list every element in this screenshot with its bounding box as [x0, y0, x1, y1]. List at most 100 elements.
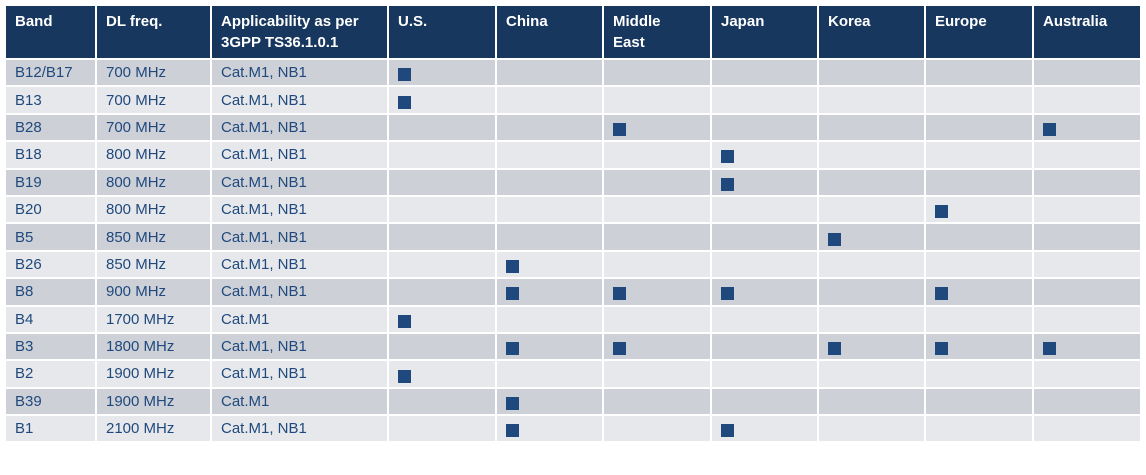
band-row: B19 800 MHz Cat.M1, NB1 [4, 167, 1142, 197]
region-cell [495, 140, 604, 170]
band-cell: B3 [4, 331, 97, 362]
region-cell [710, 304, 819, 334]
region-cell [387, 277, 497, 307]
region-cell [1032, 386, 1142, 417]
region-cell [387, 304, 497, 334]
band-cell: B1 [4, 414, 97, 444]
freq-cell: 850 MHz [95, 249, 212, 280]
freq-cell: 1900 MHz [95, 359, 212, 389]
region-cell [710, 112, 819, 143]
band-table: Band DL freq. Applicability as per 3GPP TS… [4, 4, 1142, 444]
availability-marker [935, 287, 948, 301]
availability-marker [828, 342, 841, 356]
band-cell: B12/B17 [4, 57, 97, 88]
applicability-cell: Cat.M1, NB1 [210, 85, 389, 115]
region-cell [1032, 57, 1142, 88]
column-header: Japan [710, 4, 819, 60]
band-cell: B2 [4, 359, 97, 389]
region-cell [602, 414, 712, 444]
region-cell [817, 112, 926, 143]
header-text: Japan [721, 13, 765, 30]
band-cell: B18 [4, 140, 97, 170]
region-cell [1032, 194, 1142, 225]
region-cell [924, 331, 1034, 362]
region-cell [1032, 222, 1142, 252]
region-cell [387, 57, 497, 88]
band-cell: B28 [4, 112, 97, 143]
region-cell [495, 57, 604, 88]
region-cell [710, 140, 819, 170]
region-cell [924, 414, 1034, 444]
freq-cell: 900 MHz [95, 277, 212, 307]
header-text: U.S. [398, 13, 428, 30]
availability-marker [506, 342, 519, 356]
freq-cell: 2100 MHz [95, 414, 212, 444]
applicability-cell: Cat.M1, NB1 [210, 331, 389, 362]
region-cell [1032, 140, 1142, 170]
band-cell: B26 [4, 249, 97, 280]
region-cell [924, 222, 1034, 252]
region-cell [817, 222, 926, 252]
region-cell [710, 359, 819, 389]
freq-cell: 700 MHz [95, 112, 212, 143]
region-cell [602, 386, 712, 417]
region-cell [387, 331, 497, 362]
region-cell [817, 167, 926, 197]
column-header: Applicability as per 3GPP TS36.1.0.1 [210, 4, 389, 60]
availability-marker [613, 122, 626, 136]
availability-marker [721, 424, 734, 438]
availability-marker [721, 177, 734, 191]
column-header: Europe [924, 4, 1034, 60]
region-cell [924, 386, 1034, 417]
band-cell: B19 [4, 167, 97, 197]
header-text: Australia [1043, 13, 1108, 30]
region-cell [817, 194, 926, 225]
availability-marker [613, 342, 626, 356]
header-text: Applicability as per 3GPP TS36.1.0.1 [221, 13, 359, 51]
region-cell [924, 85, 1034, 115]
availability-marker [506, 396, 519, 410]
applicability-cell: Cat.M1, NB1 [210, 222, 389, 252]
region-cell [387, 249, 497, 280]
region-cell [924, 112, 1034, 143]
region-cell [924, 359, 1034, 389]
freq-cell: 700 MHz [95, 85, 212, 115]
band-row: B3 1800 MHz Cat.M1, NB1 [4, 331, 1142, 362]
region-cell [710, 331, 819, 362]
region-cell [924, 304, 1034, 334]
band-row: B18 800 MHz Cat.M1, NB1 [4, 140, 1142, 170]
header-text: China [506, 13, 548, 30]
band-row: B5 850 MHz Cat.M1, NB1 [4, 222, 1142, 252]
region-cell [1032, 277, 1142, 307]
region-cell [602, 167, 712, 197]
availability-marker [935, 205, 948, 219]
region-cell [1032, 331, 1142, 362]
region-cell [1032, 359, 1142, 389]
band-cell: B8 [4, 277, 97, 307]
region-cell [817, 304, 926, 334]
region-cell [817, 386, 926, 417]
freq-cell: 850 MHz [95, 222, 212, 252]
column-header: U.S. [387, 4, 497, 60]
region-cell [817, 140, 926, 170]
region-cell [387, 386, 497, 417]
applicability-cell: Cat.M1, NB1 [210, 359, 389, 389]
region-cell [924, 140, 1034, 170]
region-cell [602, 249, 712, 280]
availability-marker [1043, 342, 1056, 356]
region-cell [924, 167, 1034, 197]
region-cell [387, 167, 497, 197]
region-cell [495, 331, 604, 362]
region-cell [387, 112, 497, 143]
header-text: Band [15, 13, 53, 30]
applicability-cell: Cat.M1, NB1 [210, 112, 389, 143]
region-cell [817, 249, 926, 280]
band-row: B20 800 MHz Cat.M1, NB1 [4, 194, 1142, 225]
region-cell [602, 222, 712, 252]
applicability-cell: Cat.M1, NB1 [210, 249, 389, 280]
region-cell [602, 331, 712, 362]
region-cell [495, 359, 604, 389]
band-row: B12/B17 700 MHz Cat.M1, NB1 [4, 57, 1142, 88]
header-text: Middle East [613, 13, 661, 51]
region-cell [1032, 249, 1142, 280]
